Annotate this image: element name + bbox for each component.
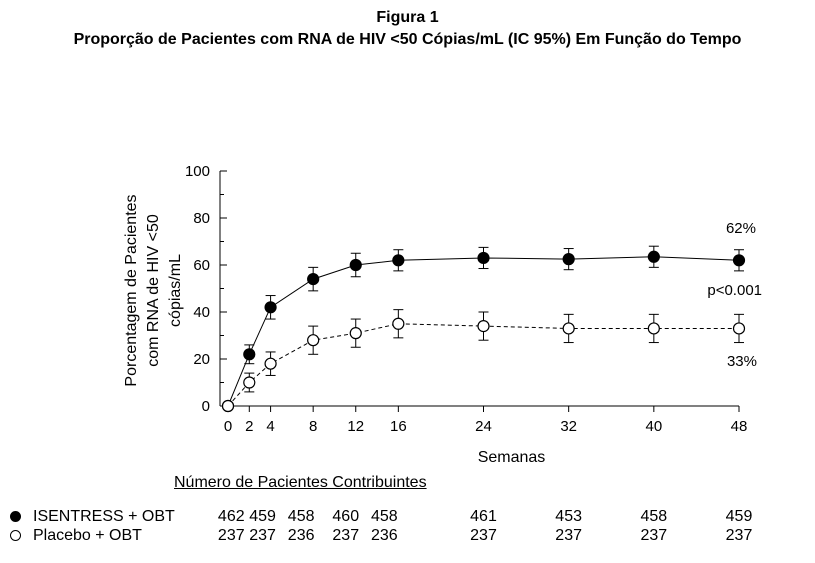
figure-heading: Figura 1 <box>376 9 439 26</box>
y-axis-label: com RNA de HIV <50 <box>145 214 162 367</box>
data-point-filled <box>349 258 362 272</box>
table-cell: 236 <box>370 527 398 544</box>
x-axis-label: Semanas <box>478 449 546 466</box>
data-point-filled <box>307 273 320 286</box>
table-cell: 458 <box>370 508 398 525</box>
data-point-filled <box>243 348 256 361</box>
table-cell: 237 <box>640 527 668 544</box>
data-point-open <box>477 320 490 333</box>
data-point-open <box>392 317 405 330</box>
data-point-filled <box>264 301 277 314</box>
y-tick-label: 60 <box>193 257 210 274</box>
x-tick-label: 2 <box>245 418 253 435</box>
data-point-filled <box>732 254 746 267</box>
filled-circle-icon <box>10 511 21 522</box>
figure-title: Proporção de Pacientes com RNA de HIV <5… <box>73 31 742 48</box>
data-point-open <box>349 327 362 340</box>
data-point-filled <box>477 251 490 265</box>
data-point-open <box>562 322 575 335</box>
data-point-open <box>221 399 235 413</box>
table-cell: 237 <box>555 527 582 544</box>
x-tick-label: 4 <box>266 418 274 435</box>
data-point-open <box>307 334 320 347</box>
y-axis-label: Porcentagem de Pacientes <box>123 194 140 386</box>
data-point-open <box>264 357 277 370</box>
table-cell: 237 <box>332 527 360 544</box>
x-tick-label: 16 <box>390 418 407 435</box>
annotation-p-value: p<0.001 <box>707 282 762 299</box>
table-cell: 236 <box>287 527 315 544</box>
x-tick-label: 12 <box>347 418 364 435</box>
table-row-placebo: Placebo + OBT 237 237 236 237 236 237 23… <box>0 527 815 547</box>
y-tick-label: 40 <box>193 304 210 321</box>
table-cell: 237 <box>470 527 497 544</box>
table-cell: 462 <box>217 508 245 525</box>
table-cell: 453 <box>555 508 582 525</box>
data-point-filled <box>392 254 405 267</box>
annotation-top-value: 62% <box>726 220 756 237</box>
y-tick-label: 0 <box>202 398 210 415</box>
table-cell: 237 <box>249 527 276 544</box>
row-label: ISENTRESS + OBT <box>33 508 175 525</box>
x-tick-label: 40 <box>645 418 662 435</box>
data-point-open <box>243 376 256 389</box>
open-circle-icon <box>10 530 21 541</box>
data-point-filled <box>562 253 575 266</box>
series-line-placebo <box>227 323 739 407</box>
annotation-bottom-value: 33% <box>727 353 757 370</box>
y-tick-label: 80 <box>193 210 210 227</box>
series-line-isentress <box>227 256 740 407</box>
data-point-open <box>647 322 660 335</box>
y-axis-label: cópias/mL <box>167 254 184 327</box>
table-cell: 237 <box>217 527 245 544</box>
data-point-open <box>732 322 746 335</box>
x-tick-label: 0 <box>224 418 232 435</box>
patients-table-heading: Número de Pacientes Contribuintes <box>174 474 427 491</box>
x-tick-label: 32 <box>560 418 577 435</box>
y-tick-label: 20 <box>193 351 210 368</box>
table-cell: 461 <box>470 508 497 525</box>
table-cell: 237 <box>725 527 753 544</box>
data-point-filled <box>647 250 660 263</box>
y-tick-label: 100 <box>185 163 210 180</box>
x-tick-label: 24 <box>475 418 492 435</box>
x-tick-label: 48 <box>731 418 748 435</box>
table-cell: 459 <box>249 508 276 525</box>
table-cell: 458 <box>640 508 668 525</box>
table-row-isentress: ISENTRESS + OBT 462 459 458 460 458 461 … <box>0 508 815 528</box>
table-cell: 460 <box>332 508 360 525</box>
table-cell: 458 <box>287 508 315 525</box>
x-tick-label: 8 <box>309 418 317 435</box>
table-cell: 459 <box>725 508 753 525</box>
row-label: Placebo + OBT <box>33 527 142 544</box>
